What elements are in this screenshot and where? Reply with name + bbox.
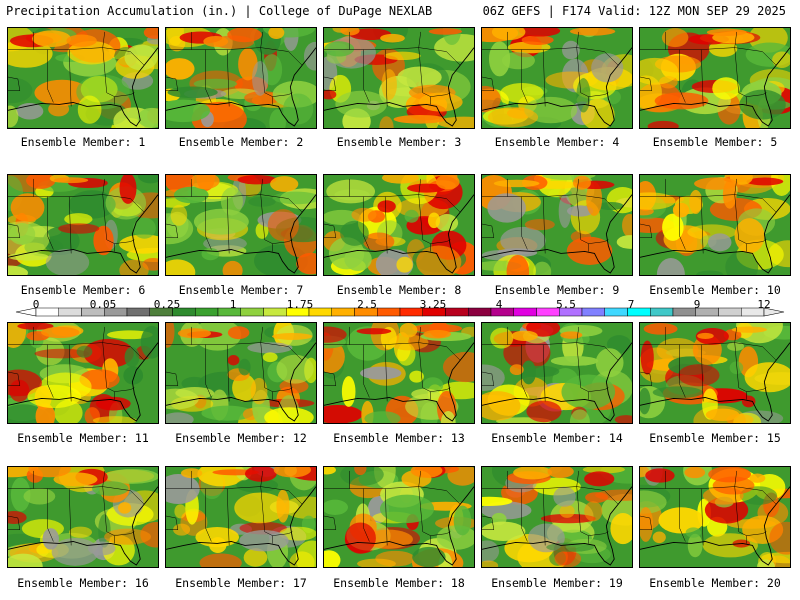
ensemble-member-map	[7, 27, 159, 129]
ensemble-member-map	[481, 174, 633, 276]
colorbar-tick-label: 4	[495, 298, 503, 311]
ensemble-member-map	[165, 466, 317, 568]
ensemble-member-map	[7, 466, 159, 568]
run-valid-time: 06Z GEFS | F174 Valid: 12Z MON SEP 29 20…	[482, 4, 786, 18]
ensemble-member-map	[7, 322, 159, 424]
colorbar-segment	[604, 307, 628, 317]
ensemble-member-caption: Ensemble Member: 19	[491, 576, 623, 590]
ensemble-member-caption: Ensemble Member: 1	[20, 135, 146, 149]
ensemble-member-caption: Ensemble Member: 13	[333, 431, 465, 445]
ensemble-member-caption: Ensemble Member: 4	[494, 135, 620, 149]
colorbar-tick-label: 12	[757, 298, 771, 311]
colorbar-tick-label: 0.25	[153, 298, 181, 311]
ensemble-member-caption: Ensemble Member: 17	[175, 576, 307, 590]
ensemble-member-map	[481, 322, 633, 424]
ensemble-member-caption: Ensemble Member: 7	[178, 283, 304, 297]
ensemble-member-caption: Ensemble Member: 12	[175, 431, 307, 445]
ensemble-member-map	[481, 27, 633, 129]
ensemble-member-map	[7, 174, 159, 276]
ensemble-member-caption: Ensemble Member: 2	[178, 135, 304, 149]
colorbar-segment	[513, 307, 537, 317]
colorbar-segment	[377, 307, 401, 317]
colorbar-segment	[35, 307, 59, 317]
colorbar-right-arrow	[763, 307, 785, 317]
map-title: Precipitation Accumulation (in.) | Colle…	[6, 4, 433, 18]
ensemble-member-map	[639, 174, 791, 276]
colorbar-segment	[263, 307, 287, 317]
ensemble-member-map	[323, 322, 475, 424]
ensemble-member-caption: Ensemble Member: 20	[649, 576, 781, 590]
ensemble-member-caption: Ensemble Member: 5	[652, 135, 778, 149]
colorbar-segment	[468, 307, 492, 317]
ensemble-member-map	[639, 27, 791, 129]
ensemble-member-caption: Ensemble Member: 14	[491, 431, 623, 445]
ensemble-member-caption: Ensemble Member: 6	[20, 283, 146, 297]
colorbar-tick-label: 0.05	[89, 298, 117, 311]
colorbar-tick-label: 9	[693, 298, 701, 311]
ensemble-member-caption: Ensemble Member: 3	[336, 135, 462, 149]
ensemble-member-caption: Ensemble Member: 9	[494, 283, 620, 297]
colorbar-segment	[195, 307, 219, 317]
colorbar-segment	[581, 307, 605, 317]
ensemble-member-map	[481, 466, 633, 568]
ensemble-member-map	[639, 322, 791, 424]
colorbar-segment	[58, 307, 82, 317]
colorbar-tick-label: 0	[32, 298, 40, 311]
ensemble-member-caption: Ensemble Member: 16	[17, 576, 149, 590]
colorbar-tick-label: 2.5	[357, 298, 377, 311]
ensemble-member-map	[323, 174, 475, 276]
colorbar-segment	[672, 307, 696, 317]
colorbar-tick-label: 1.75	[286, 298, 314, 311]
colorbar-segment	[718, 307, 742, 317]
ensemble-member-caption: Ensemble Member: 15	[649, 431, 781, 445]
ensemble-member-caption: Ensemble Member: 8	[336, 283, 462, 297]
colorbar-tick-label: 7	[627, 298, 635, 311]
ensemble-member-map	[323, 466, 475, 568]
precip-colorbar	[15, 307, 785, 317]
colorbar-tick-label: 3.25	[419, 298, 447, 311]
colorbar-tick-label: 5.5	[556, 298, 576, 311]
ensemble-member-map	[639, 466, 791, 568]
colorbar-tick-label: 1	[229, 298, 237, 311]
ensemble-member-map	[165, 27, 317, 129]
ensemble-member-caption: Ensemble Member: 10	[649, 283, 781, 297]
colorbar-segment	[650, 307, 674, 317]
colorbar-segment	[445, 307, 469, 317]
ensemble-member-map	[165, 322, 317, 424]
colorbar-segment	[331, 307, 355, 317]
ensemble-member-caption: Ensemble Member: 11	[17, 431, 149, 445]
ensemble-member-caption: Ensemble Member: 18	[333, 576, 465, 590]
colorbar-segment	[240, 307, 264, 317]
colorbar-segment	[126, 307, 150, 317]
ensemble-member-map	[323, 27, 475, 129]
ensemble-member-map	[165, 174, 317, 276]
